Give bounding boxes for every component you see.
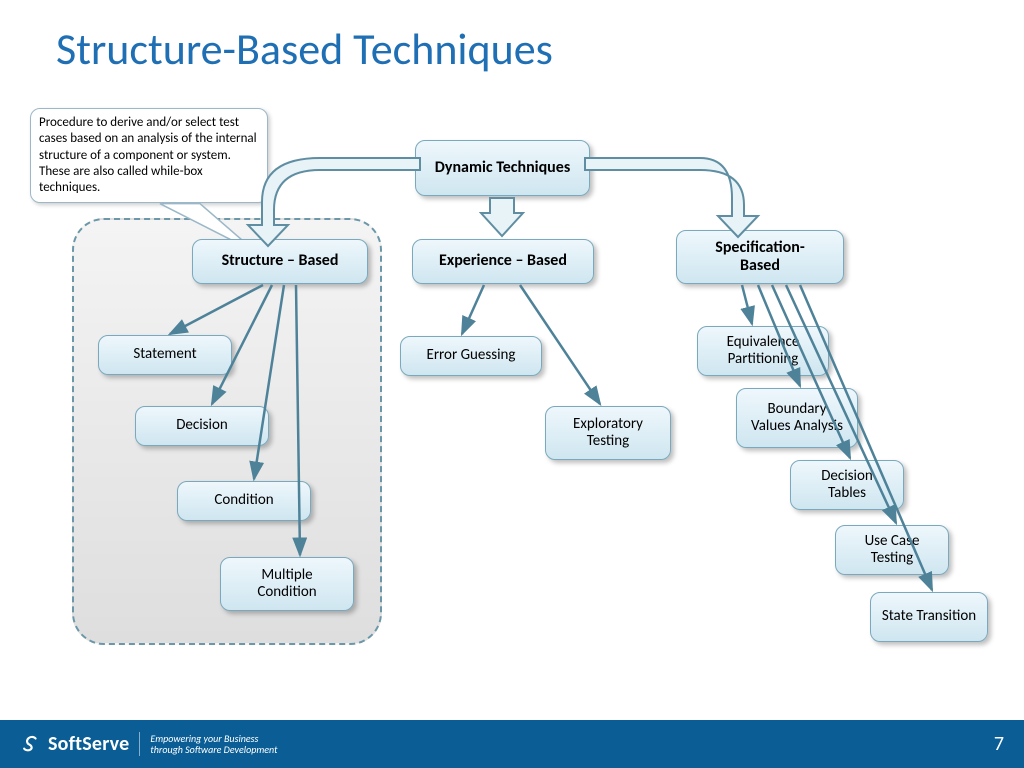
node-condition: Condition (177, 481, 311, 521)
page-number: 7 (994, 732, 1004, 756)
node-dynamic-techniques: Dynamic Techniques (415, 140, 590, 196)
page-title: Structure-Based Techniques (56, 22, 553, 76)
node-use-case-testing: Use Case Testing (835, 525, 949, 575)
tagline-line2: through Software Development (150, 744, 277, 755)
slide: Structure-Based Techniques Procedure to … (0, 0, 1024, 768)
node-label: Use Case Testing (846, 533, 938, 568)
node-specification-based: Specification-Based (676, 230, 844, 284)
brand-logo: SoftServe (20, 732, 129, 756)
node-label: Decision Tables (801, 468, 893, 503)
node-error-guessing: Error Guessing (400, 336, 542, 376)
node-multiple-condition: Multiple Condition (220, 557, 354, 611)
node-label: Multiple Condition (231, 567, 343, 602)
node-label: Exploratory Testing (556, 416, 660, 451)
node-decision-tables: Decision Tables (790, 460, 904, 510)
footer-brand: SoftServe Empowering your Business throu… (20, 732, 277, 756)
definition-callout: Procedure to derive and/or select test c… (30, 108, 268, 203)
callout-text: Procedure to derive and/or select test c… (39, 115, 259, 196)
node-label: Structure – Based (222, 252, 339, 270)
node-label: Equivalence Partitioning (708, 334, 818, 369)
logo-icon (20, 733, 42, 755)
node-decision: Decision (135, 406, 269, 446)
node-label: Experience – Based (439, 252, 567, 270)
node-label: Boundary Values Analysis (747, 401, 847, 436)
brand-separator (139, 732, 140, 756)
node-label: Error Guessing (427, 347, 516, 364)
node-structure-based: Structure – Based (192, 239, 368, 284)
node-statement: Statement (98, 335, 232, 375)
node-equivalence-partitioning: Equivalence Partitioning (697, 326, 829, 376)
footer-tagline: Empowering your Business through Softwar… (150, 733, 277, 755)
node-boundary-values: Boundary Values Analysis (736, 388, 858, 448)
node-label: State Transition (882, 608, 976, 625)
footer: SoftServe Empowering your Business throu… (0, 720, 1024, 768)
node-label: Condition (214, 492, 273, 509)
node-label: Decision (176, 417, 228, 434)
node-label: Specification-Based (715, 239, 805, 276)
node-label: Statement (133, 346, 196, 363)
node-exploratory-testing: Exploratory Testing (545, 406, 671, 460)
node-state-transition: State Transition (870, 592, 988, 642)
node-label: Dynamic Techniques (435, 159, 570, 177)
brand-name: SoftServe (48, 732, 129, 756)
node-experience-based: Experience – Based (412, 239, 594, 284)
